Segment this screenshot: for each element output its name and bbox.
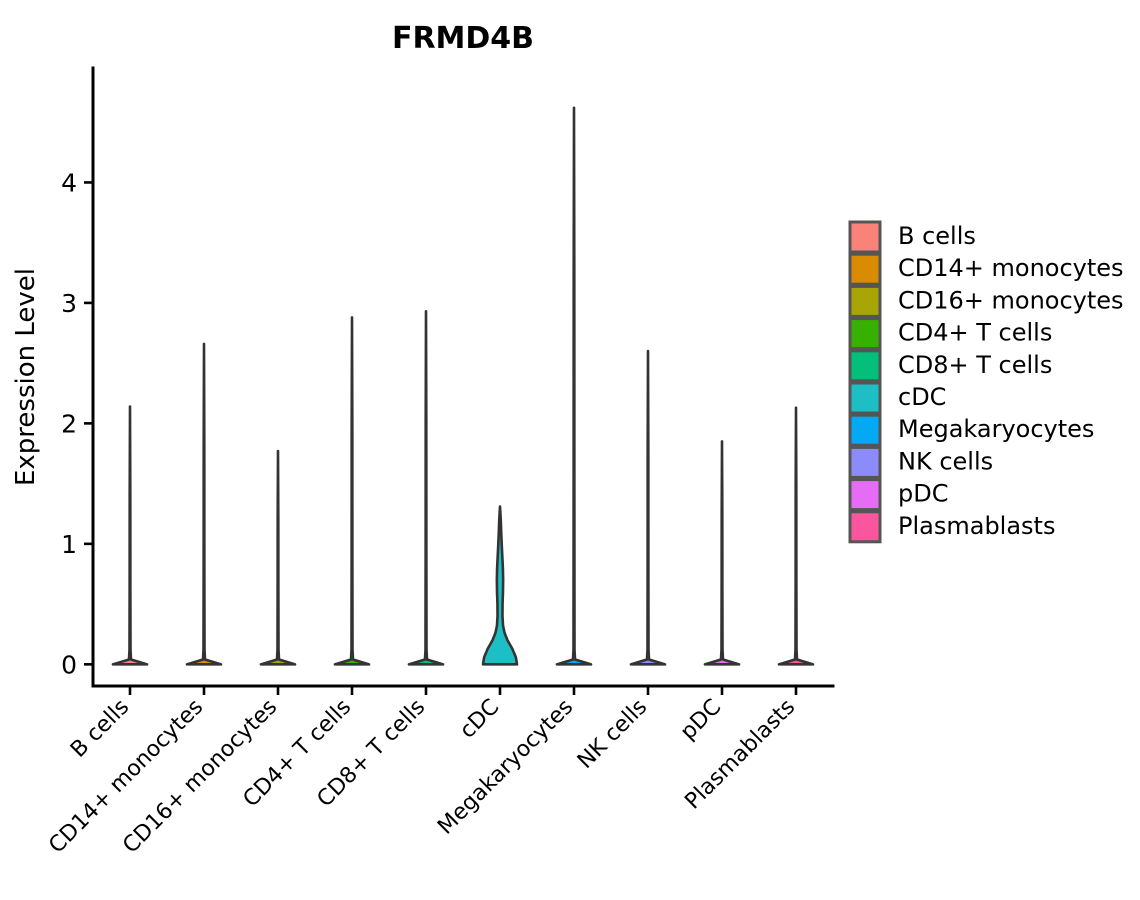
x-tick-label: cDC xyxy=(455,695,504,744)
y-tick-label: 2 xyxy=(61,409,77,438)
y-tick-label: 4 xyxy=(61,168,77,197)
page-title: FRMD4B xyxy=(392,21,534,56)
violin-cd14-monocytes[interactable] xyxy=(185,342,223,666)
legend-swatch[interactable] xyxy=(848,413,882,447)
violin-cdc[interactable] xyxy=(481,505,519,666)
y-tick-label: 0 xyxy=(61,650,77,679)
legend-label: CD4+ T cells xyxy=(898,319,1052,347)
violins-group xyxy=(111,106,815,666)
legend-label: cDC xyxy=(898,383,946,411)
y-tick-group: 0 1 2 3 4 xyxy=(61,168,93,679)
legend-swatch[interactable] xyxy=(848,510,882,544)
violin-cd4-t-cells[interactable] xyxy=(333,316,371,666)
legend-swatch[interactable] xyxy=(848,220,882,254)
y-axis-label: Expression Level xyxy=(11,268,41,486)
violin-cd8-t-cells[interactable] xyxy=(407,310,445,666)
legend-swatch[interactable] xyxy=(848,317,882,351)
x-tick-label: B cells xyxy=(66,695,134,763)
legend-label: CD14+ monocytes xyxy=(898,254,1124,282)
legend: B cells CD14+ monocytes CD16+ monocytes CD4… xyxy=(848,220,1124,544)
legend-swatch[interactable] xyxy=(848,284,882,318)
legend-label: CD8+ T cells xyxy=(898,351,1052,379)
legend-label: pDC xyxy=(898,480,948,508)
y-tick-label: 1 xyxy=(61,530,77,559)
legend-swatch[interactable] xyxy=(848,252,882,286)
legend-swatch[interactable] xyxy=(848,445,882,479)
violin-plasmablasts[interactable] xyxy=(777,406,815,666)
axes-group xyxy=(91,66,835,688)
violin-nk-cells[interactable] xyxy=(629,349,667,666)
violin-pdc[interactable] xyxy=(703,440,741,666)
violin-cd16-monocytes[interactable] xyxy=(259,449,297,666)
legend-swatch[interactable] xyxy=(848,349,882,383)
violin-megakaryocytes[interactable] xyxy=(555,106,593,666)
legend-label: NK cells xyxy=(898,447,993,475)
legend-label: CD16+ monocytes xyxy=(898,286,1124,314)
legend-label: Megakaryocytes xyxy=(898,415,1094,443)
x-tick-label: NK cells xyxy=(573,695,652,774)
y-tick-label: 3 xyxy=(61,289,77,318)
legend-label: Plasmablasts xyxy=(898,512,1055,540)
x-tick-label: Megakaryocytes xyxy=(433,695,578,840)
x-tick-label: pDC xyxy=(676,695,726,745)
legend-label: B cells xyxy=(898,222,976,250)
legend-swatch[interactable] xyxy=(848,478,882,512)
legend-swatch[interactable] xyxy=(848,381,882,415)
violin-b-cells[interactable] xyxy=(111,405,149,666)
